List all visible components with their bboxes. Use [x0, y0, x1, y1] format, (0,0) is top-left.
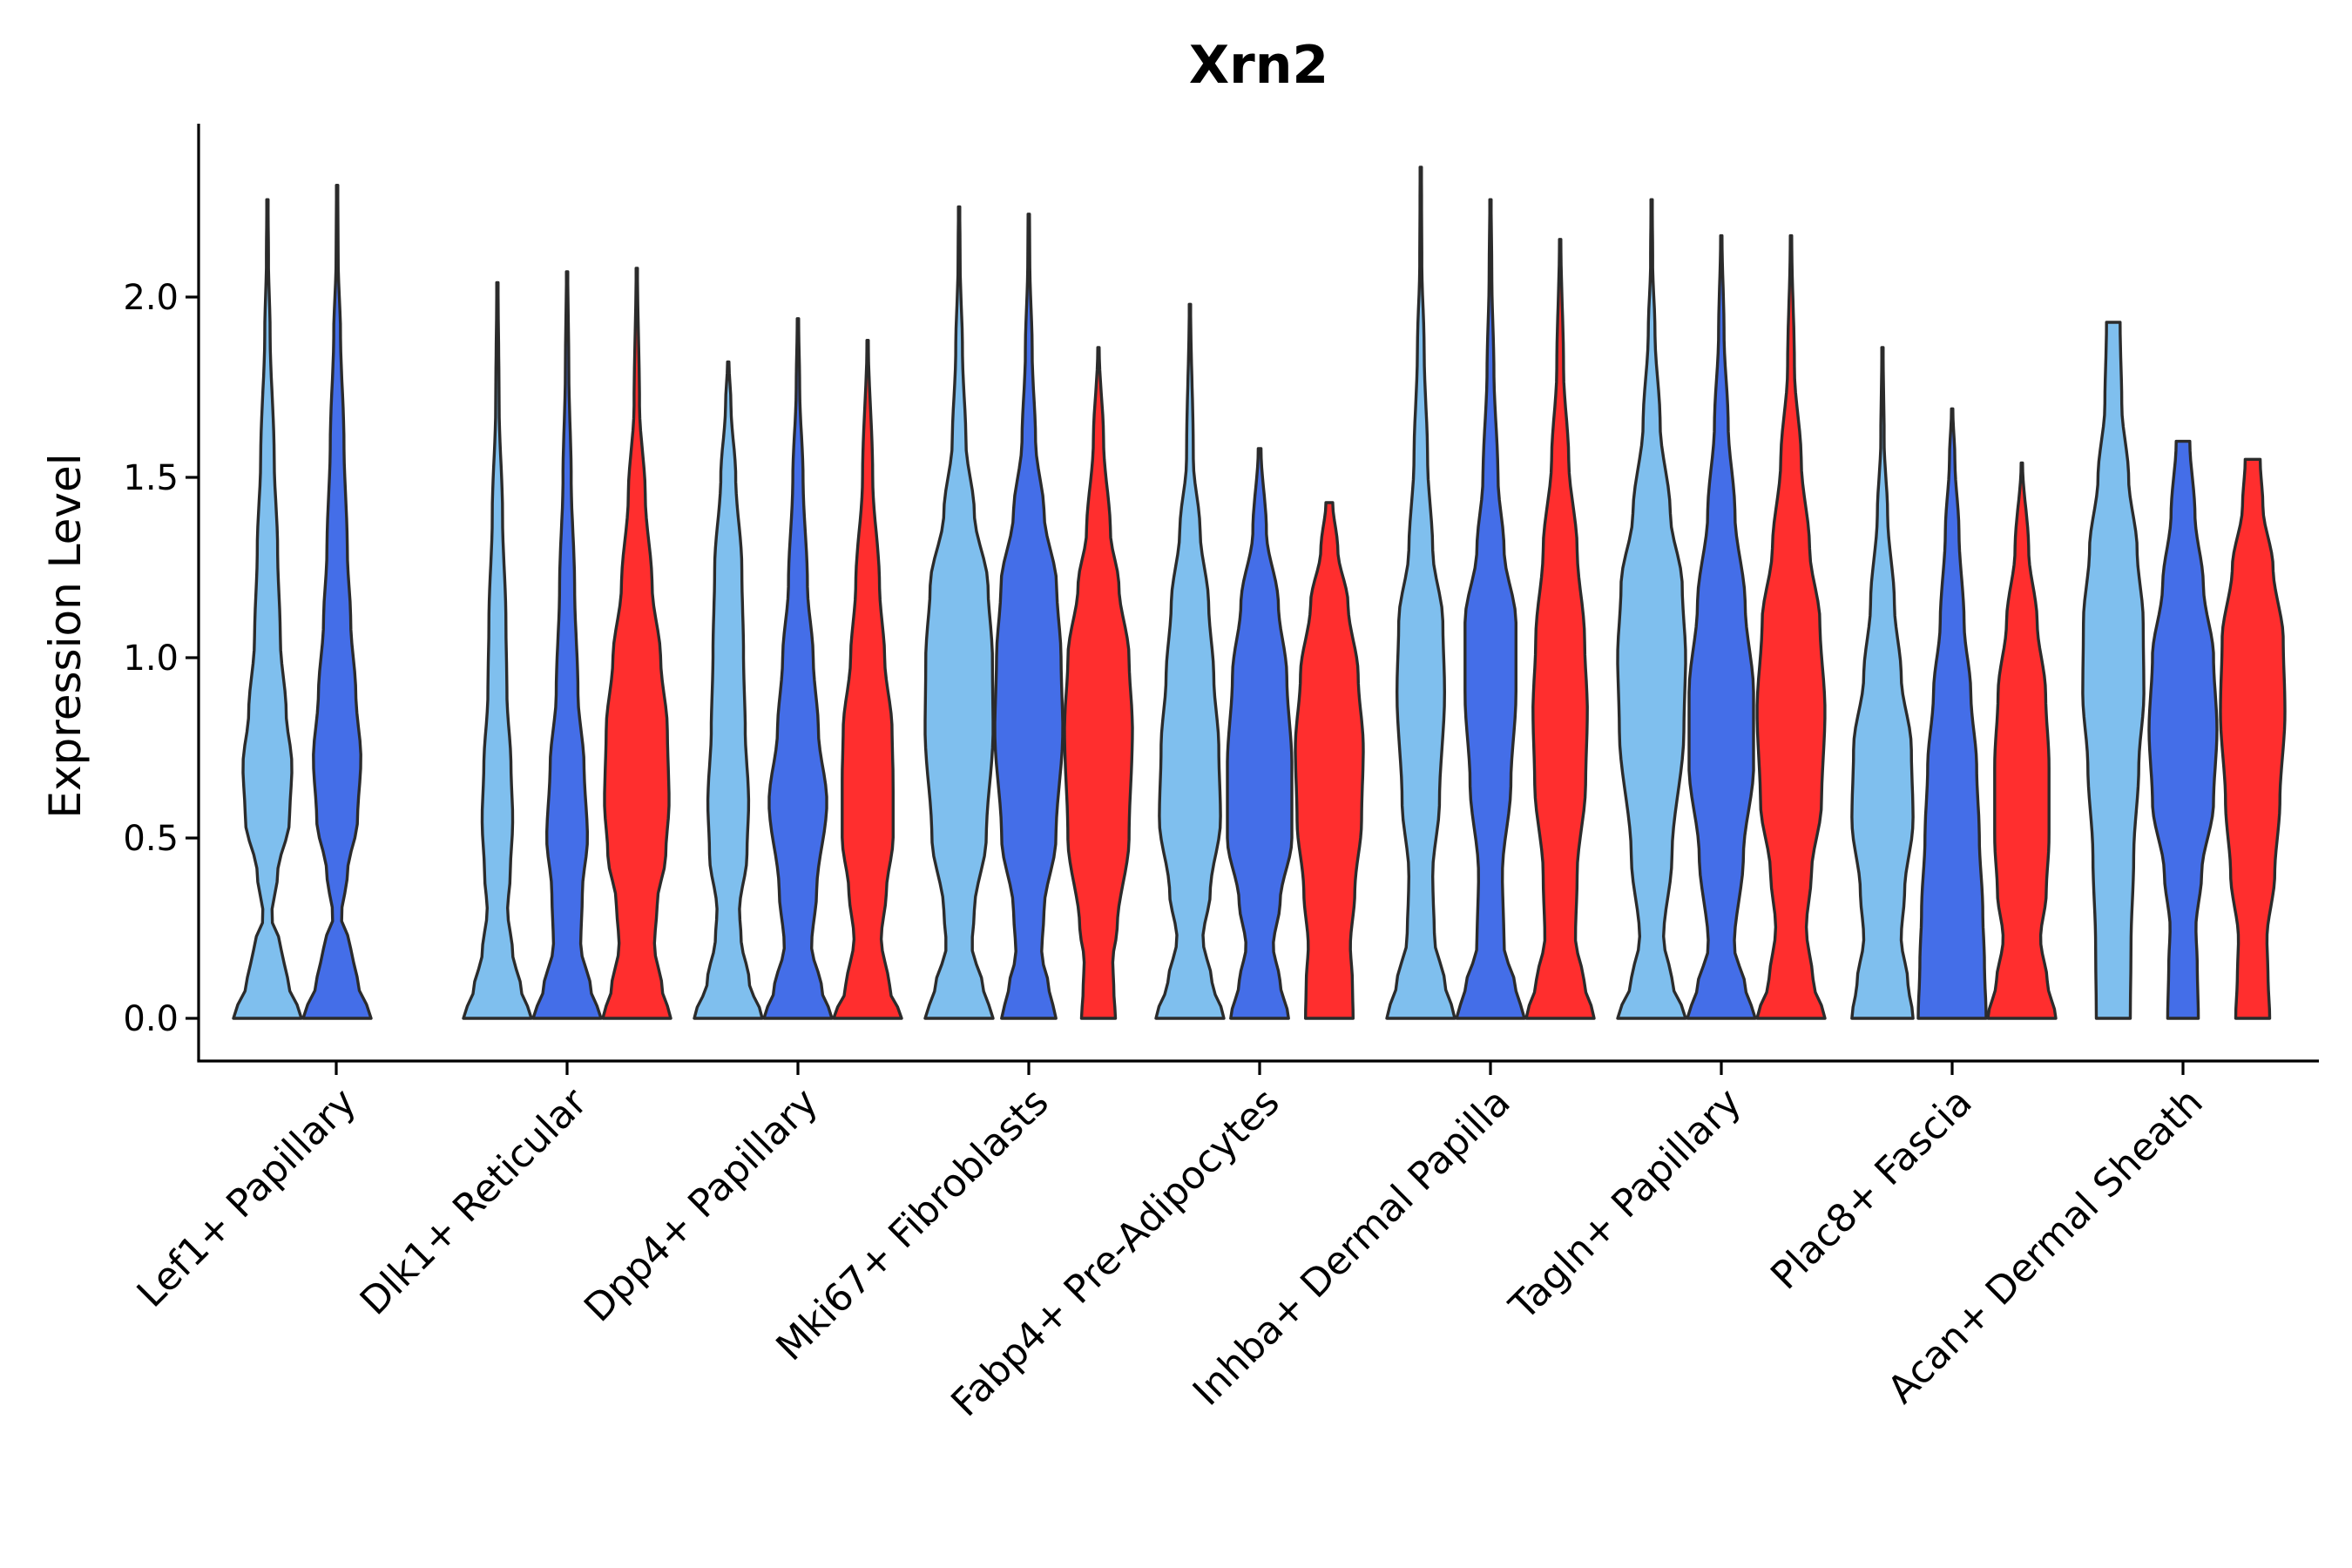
violin-6-1	[1385, 166, 1456, 1020]
violin-9-1	[2081, 321, 2146, 1020]
violin-8-2	[1916, 407, 1988, 1020]
violin-1-1	[232, 198, 303, 1020]
x-tick-label: Tagln+ Papillary	[1501, 1080, 1750, 1329]
axes	[197, 124, 2319, 1063]
chart-title: Xrn2	[1189, 35, 1328, 96]
violin-1-2	[301, 184, 373, 1020]
violin-4-3	[1063, 346, 1134, 1020]
violin-7-1	[1616, 198, 1687, 1020]
violin-5-2	[1226, 447, 1294, 1020]
violin-3-1	[693, 360, 764, 1020]
x-tick-label: Plac8+ Fascia	[1762, 1080, 1981, 1299]
violin-2-2	[531, 270, 603, 1020]
x-tick-label: Lef1+ Papillary	[129, 1080, 365, 1316]
violin-7-2	[1686, 233, 1757, 1020]
y-tick-label: 0.5	[123, 819, 179, 859]
violin-9-2	[2147, 439, 2219, 1020]
y-tick-label: 1.0	[123, 639, 179, 679]
violin-8-1	[1850, 346, 1915, 1020]
y-axis-ticks: 0.0 0.5 1.0 1.5 2.0	[123, 278, 199, 1039]
x-tick-label: Dpp4+ Papillary	[576, 1080, 827, 1331]
y-tick-label: 0.0	[123, 999, 179, 1039]
violin-2-1	[462, 280, 533, 1020]
violin-6-2	[1455, 198, 1526, 1020]
x-tick-label: Dlk1+ Reticular	[352, 1079, 597, 1324]
violin-2-3	[601, 267, 672, 1020]
violin-5-1	[1154, 302, 1226, 1020]
violin-plot-area	[232, 166, 2287, 1020]
y-tick-label: 1.5	[123, 458, 179, 498]
y-tick-label: 2.0	[123, 278, 179, 318]
violin-3-3	[832, 339, 903, 1020]
violin-5-3	[1294, 501, 1365, 1020]
y-axis-label: Expression Level	[40, 453, 91, 818]
violin-7-3	[1755, 233, 1827, 1020]
violin-4-1	[923, 205, 995, 1020]
violin-4-2	[993, 213, 1064, 1020]
violin-8-3	[1986, 461, 2058, 1020]
violin-6-3	[1524, 238, 1596, 1020]
violin-9-3	[2219, 457, 2287, 1020]
violin-3-2	[762, 317, 834, 1020]
